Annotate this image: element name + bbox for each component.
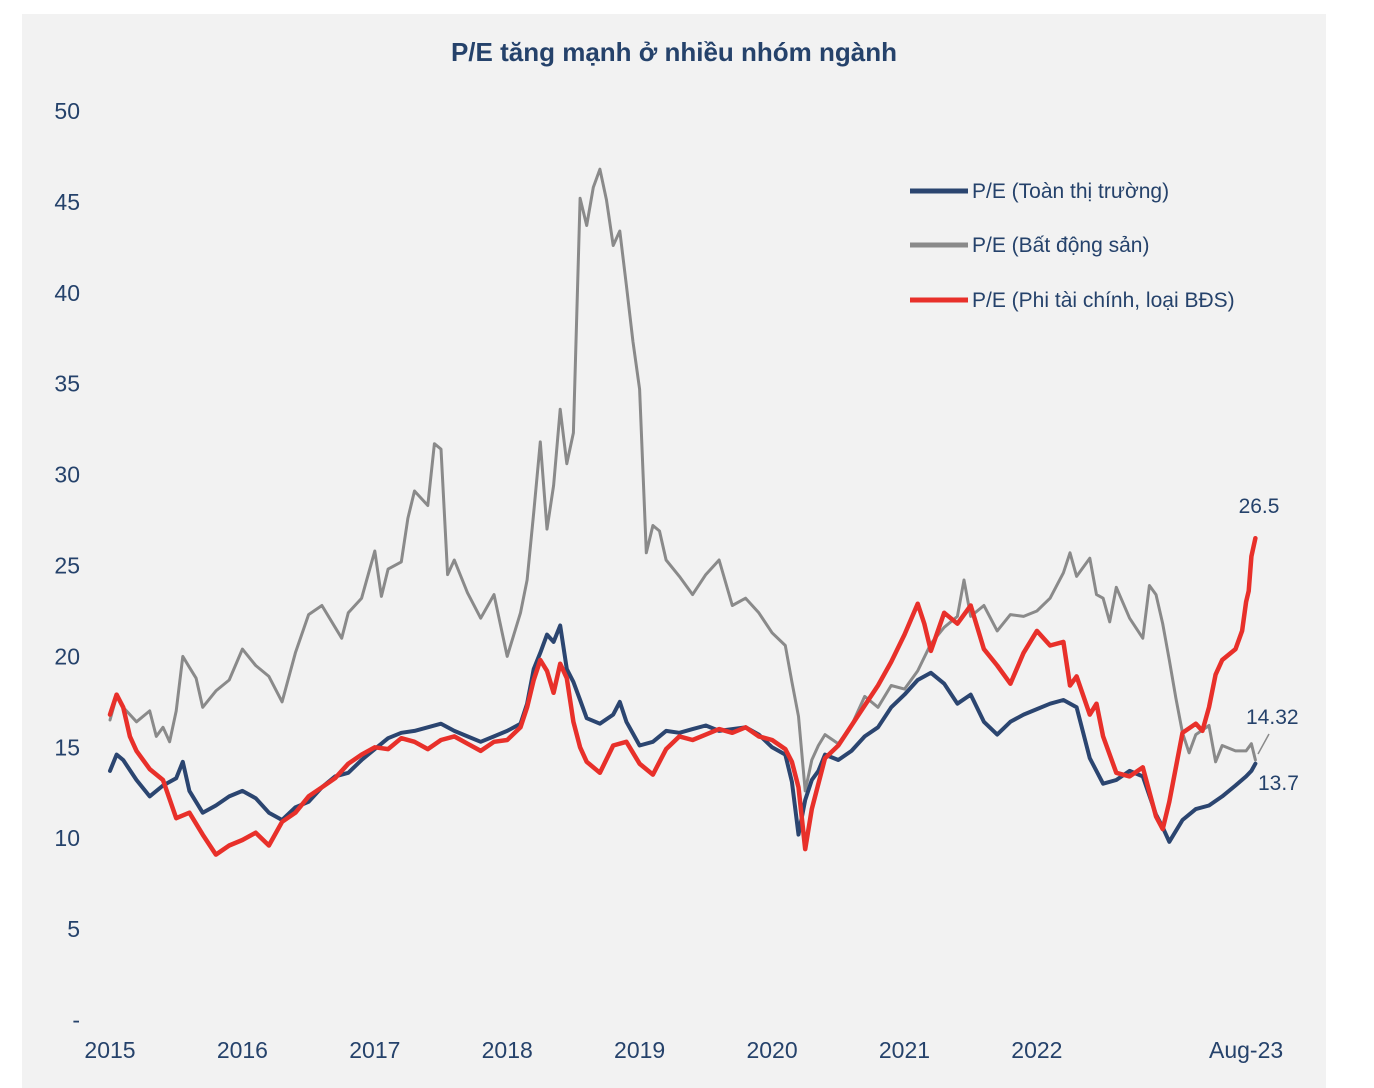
series-line-phi-tai-chinh xyxy=(107,535,1258,857)
annotation-toan-thi-truong-value: 13.7 xyxy=(1258,772,1299,795)
legend-label-phi-tai-chinh: P/E (Phi tài chính, loại BĐS) xyxy=(972,289,1235,312)
x-tick-label: 2017 xyxy=(349,1037,400,1063)
y-tick-label: 25 xyxy=(54,553,80,579)
legend: P/E (Toàn thị trường) P/E (Bất động sản)… xyxy=(910,180,1235,312)
x-tick-label: 2021 xyxy=(879,1037,930,1063)
y-tick-label: 35 xyxy=(54,371,80,397)
x-tick-label: Aug-23 xyxy=(1209,1037,1283,1063)
y-tick-label: 10 xyxy=(54,825,80,851)
y-tick-label: 30 xyxy=(54,462,80,488)
y-tick-label: 40 xyxy=(54,280,80,306)
y-tick-label: 5 xyxy=(67,916,80,942)
chart-panel: P/E tăng mạnh ở nhiều nhóm ngành - 5 10 15 2… xyxy=(22,14,1326,1088)
x-tick-label: 2018 xyxy=(482,1037,533,1063)
pe-line-chart: P/E tăng mạnh ở nhiều nhóm ngành - 5 10 15 2… xyxy=(54,37,1299,1063)
annotation-phi-tai-chinh-value: 26.5 xyxy=(1239,495,1280,518)
annotation-bat-dong-san-leader xyxy=(1257,733,1270,755)
legend-label-toan-thi-truong: P/E (Toàn thị trường) xyxy=(972,180,1169,203)
x-tick-label: 2020 xyxy=(746,1037,797,1063)
x-tick-label: 2022 xyxy=(1011,1037,1062,1063)
series-line-toan-thi-truong xyxy=(108,623,1258,844)
x-tick-label: 2015 xyxy=(84,1037,135,1063)
y-tick-label: 15 xyxy=(54,734,80,760)
legend-label-bat-dong-san: P/E (Bất động sản) xyxy=(972,234,1149,257)
y-tick-label: 20 xyxy=(54,643,80,669)
end-value-annotations: 26.5 14.32 13.7 xyxy=(1239,495,1299,795)
x-tick-label: 2016 xyxy=(217,1037,268,1063)
y-tick-label: 45 xyxy=(54,189,80,215)
y-tick-label: - xyxy=(72,1007,80,1033)
y-axis: - 5 10 15 20 25 30 35 40 45 50 xyxy=(54,98,80,1033)
annotation-bat-dong-san-value: 14.32 xyxy=(1246,706,1299,729)
series-line-bat-dong-san xyxy=(108,167,1257,793)
chart-title: P/E tăng mạnh ở nhiều nhóm ngành xyxy=(451,37,897,67)
x-tick-label: 2019 xyxy=(614,1037,665,1063)
series-lines xyxy=(107,167,1258,857)
y-tick-label: 50 xyxy=(54,98,80,124)
x-axis: 2015 2016 2017 2018 2019 2020 2021 2022 Aug-23 xyxy=(84,1037,1283,1063)
